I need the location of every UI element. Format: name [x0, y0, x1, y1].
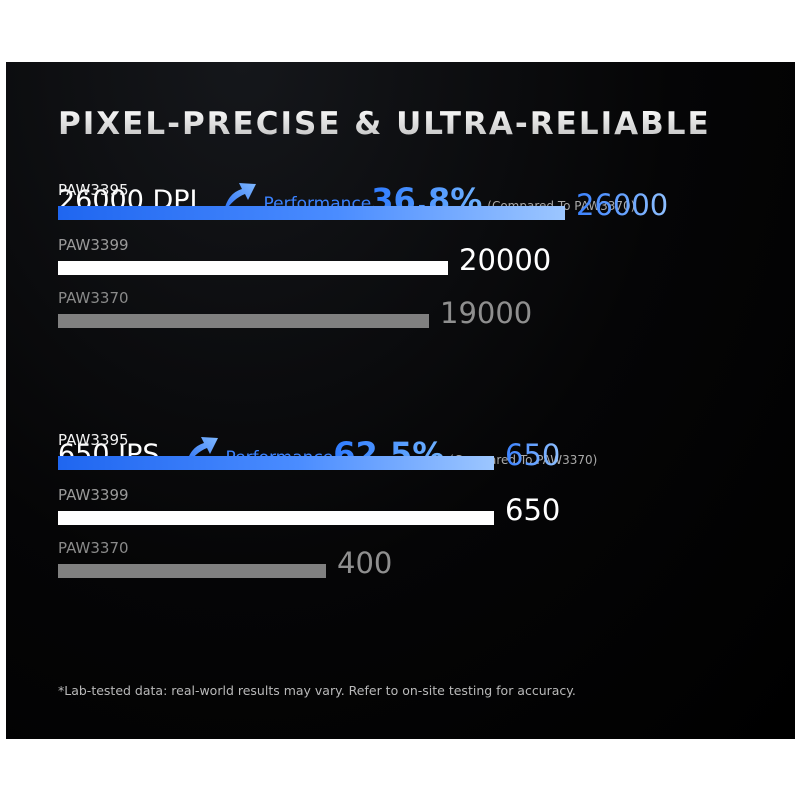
bar-row: PAW3395 26000: [58, 183, 758, 233]
bar: [58, 261, 448, 275]
bar-value-label: 20000: [459, 243, 552, 277]
chart-panel: PIXEL-PRECISE & ULTRA-RELIABLE 26000 DPI…: [6, 62, 795, 739]
bar-value-label: 26000: [576, 188, 669, 222]
bar-row: PAW3370 400: [58, 541, 758, 591]
bar-value-label: 650: [505, 493, 561, 527]
bar-row: PAW3399 20000: [58, 238, 758, 288]
sensor-label: PAW3395: [58, 181, 129, 199]
bar-value-label: 400: [337, 546, 393, 580]
curved-up-arrow-icon: [182, 428, 222, 468]
sensor-label: PAW3395: [58, 431, 129, 449]
bar-row: PAW3395 650: [58, 433, 758, 483]
sensor-label: PAW3370: [58, 539, 129, 557]
chart-title: PIXEL-PRECISE & ULTRA-RELIABLE: [58, 106, 711, 142]
bar: [58, 314, 429, 328]
bar: [58, 456, 494, 470]
bar: [58, 206, 565, 220]
sensor-label: PAW3399: [58, 486, 129, 504]
bar: [58, 511, 494, 525]
bar-row: PAW3399 650: [58, 488, 758, 538]
sensor-label: PAW3370: [58, 289, 129, 307]
sensor-label: PAW3399: [58, 236, 129, 254]
footnote: *Lab-tested data: real-world results may…: [58, 683, 576, 698]
bar-row: PAW3370 19000: [58, 291, 758, 341]
bar-value-label: 19000: [440, 296, 533, 330]
curved-up-arrow-icon: [220, 174, 260, 214]
bar-value-label: 650: [505, 438, 561, 472]
bar: [58, 564, 326, 578]
